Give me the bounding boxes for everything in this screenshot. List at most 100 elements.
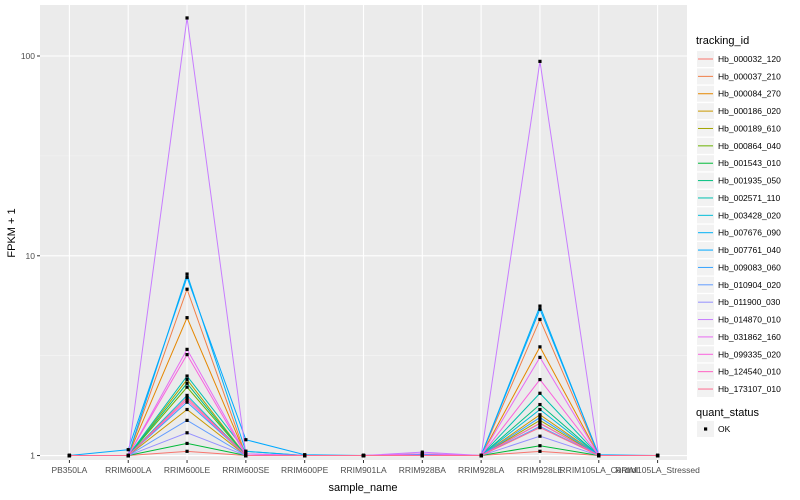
data-point: [538, 434, 542, 438]
data-point: [538, 449, 542, 453]
data-point: [185, 431, 189, 435]
data-point: [538, 345, 542, 349]
data-point: [538, 355, 542, 359]
legend-label: Hb_099335_020: [718, 349, 781, 359]
data-point: [538, 444, 542, 448]
data-point: [185, 381, 189, 385]
data-point: [185, 400, 189, 404]
x-tick-label: RRIM928BA: [399, 465, 447, 475]
y-axis: 1 10 100: [21, 51, 40, 461]
data-point: [303, 453, 307, 458]
data-point: [244, 449, 248, 453]
data-point: [538, 413, 542, 417]
x-axis: PB350LA RRIM600LA RRIM600LE RRIM600SE RRIM60…: [51, 460, 700, 475]
data-point: [538, 304, 542, 308]
data-point: [185, 393, 189, 398]
legend-label: Hb_001543_010: [718, 158, 781, 168]
data-point: [244, 438, 248, 442]
data-point: [538, 421, 542, 425]
legend-label: Hb_007676_090: [718, 228, 781, 238]
x-axis-title: sample_name: [328, 482, 397, 494]
x-tick-label: RRIM600SE: [222, 465, 270, 475]
legend-point-items: OK: [697, 421, 731, 437]
data-point: [244, 452, 248, 456]
data-point: [185, 316, 189, 320]
x-tick-label: RRIM928LA: [458, 465, 505, 475]
data-point: [185, 407, 189, 412]
data-point: [185, 347, 189, 351]
legend-label: Hb_000186_020: [718, 106, 781, 116]
data-point: [244, 453, 248, 458]
legend-label: Hb_014870_010: [718, 315, 781, 325]
data-point: [538, 402, 542, 407]
data-point: [538, 307, 542, 311]
legend-label: OK: [718, 424, 731, 434]
legend-label: Hb_124540_010: [718, 367, 781, 377]
legend-label: Hb_010904_020: [718, 280, 781, 290]
data-point: [538, 426, 542, 430]
data-point: [420, 452, 424, 456]
data-point: [479, 453, 483, 458]
legend-label: Hb_000084_270: [718, 89, 781, 99]
data-point: [185, 287, 189, 291]
data-point: [185, 377, 189, 382]
data-point: [185, 398, 189, 402]
legend-label: Hb_031862_160: [718, 332, 781, 342]
data-point: [361, 453, 366, 458]
legend-label: Hb_011900_030: [718, 297, 781, 307]
data-point: [538, 407, 542, 412]
y-tick-label: 100: [21, 51, 35, 61]
data-point: [538, 59, 542, 63]
data-point: [185, 449, 189, 453]
x-tick-label: RRIM105LA_Control: [560, 465, 639, 475]
legend-label: Hb_000032_120: [718, 54, 781, 64]
legend-series-items: Hb_000032_120 Hb_000037_210 Hb_000084_270 H…: [697, 51, 781, 398]
y-axis-title: FPKM + 1: [6, 208, 18, 257]
legend-key-point: [704, 427, 708, 431]
data-point: [126, 453, 130, 458]
data-point: [420, 450, 424, 454]
data-point: [655, 453, 660, 458]
y-tick-label: 1: [30, 451, 35, 461]
x-tick-label: RRIM600PE: [281, 465, 329, 475]
data-point: [185, 275, 189, 279]
data-point: [126, 448, 130, 452]
legend-label: Hb_007761_040: [718, 245, 781, 255]
data-point: [538, 377, 542, 382]
legend-title-tracking-id: tracking_id: [696, 35, 749, 47]
data-point: [185, 353, 189, 357]
x-tick-label: RRIM600LE: [164, 465, 211, 475]
x-tick-label: RRIM901LA: [340, 465, 387, 475]
x-tick-label: PB350LA: [51, 465, 87, 475]
legend-label: Hb_000037_210: [718, 71, 781, 81]
data-point: [185, 396, 189, 400]
x-tick-label: RRIM928LE: [517, 465, 564, 475]
data-point: [420, 453, 424, 458]
legend-label: Hb_009083_060: [718, 262, 781, 272]
data-point: [538, 418, 542, 422]
legend-label: Hb_003428_020: [718, 210, 781, 220]
data-point: [185, 385, 189, 389]
legend: tracking_id Hb_000032_120Hb_000037_210Hb…: [696, 35, 781, 437]
data-point: [538, 391, 542, 395]
data-point: [597, 453, 601, 458]
data-point: [67, 453, 72, 458]
legend-label: Hb_173107_010: [718, 384, 781, 394]
data-point: [538, 415, 542, 420]
legend-label: Hb_002571_110: [718, 193, 781, 203]
data-point: [185, 16, 189, 20]
data-point: [185, 374, 189, 378]
data-points: [67, 16, 660, 458]
legend-label: Hb_000864_040: [718, 141, 781, 151]
data-point: [185, 441, 189, 446]
data-point: [185, 272, 189, 276]
x-tick-label: RRIM105LA_Stressed: [615, 465, 700, 475]
legend-label: Hb_000189_610: [718, 123, 781, 133]
legend-title-quant-status: quant_status: [696, 407, 759, 419]
y-tick-label: 10: [26, 251, 36, 261]
data-point: [185, 418, 189, 422]
legend-label: Hb_001935_050: [718, 176, 781, 186]
x-tick-label: RRIM600LA: [105, 465, 152, 475]
data-point: [538, 317, 542, 322]
